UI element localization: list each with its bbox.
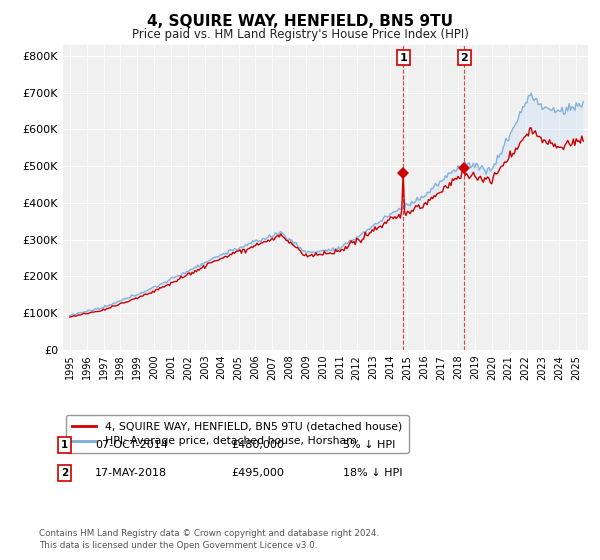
Text: 17-MAY-2018: 17-MAY-2018 [95,468,167,478]
Text: 5% ↓ HPI: 5% ↓ HPI [343,440,395,450]
Text: Price paid vs. HM Land Registry's House Price Index (HPI): Price paid vs. HM Land Registry's House … [131,28,469,41]
Text: 2: 2 [460,53,468,63]
Text: 07-OCT-2014: 07-OCT-2014 [95,440,167,450]
Text: 2: 2 [61,468,68,478]
Text: £495,000: £495,000 [231,468,284,478]
Text: 1: 1 [61,440,68,450]
Legend: 4, SQUIRE WAY, HENFIELD, BN5 9TU (detached house), HPI: Average price, detached : 4, SQUIRE WAY, HENFIELD, BN5 9TU (detach… [66,415,409,453]
Text: Contains HM Land Registry data © Crown copyright and database right 2024.
This d: Contains HM Land Registry data © Crown c… [39,529,379,550]
Text: 18% ↓ HPI: 18% ↓ HPI [343,468,403,478]
Text: 1: 1 [400,53,407,63]
Text: 4, SQUIRE WAY, HENFIELD, BN5 9TU: 4, SQUIRE WAY, HENFIELD, BN5 9TU [147,14,453,29]
Text: £480,000: £480,000 [231,440,284,450]
